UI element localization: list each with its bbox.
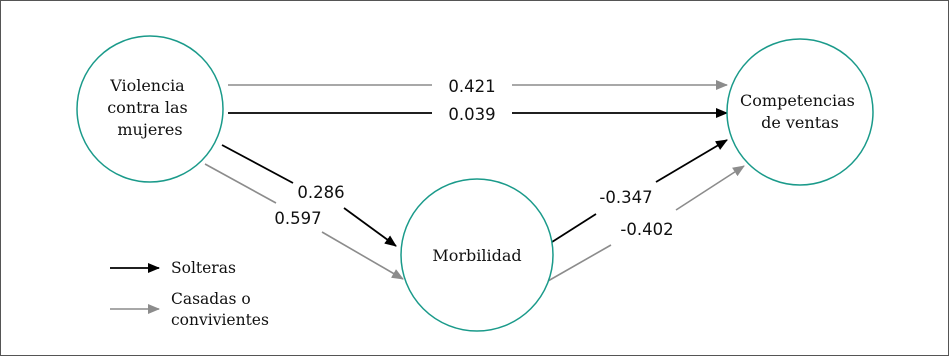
edge-violence-morbidity-singles-tail <box>344 208 396 246</box>
edge-morbidity-sales-singles <box>552 214 596 242</box>
node-violence-label: Violencia contra las mujeres <box>107 76 193 139</box>
edge-violence-morbidity-married <box>205 164 276 203</box>
legend: Solteras Casadas o convivientes <box>110 259 269 329</box>
coef-violence-morbidity-married: 0.597 <box>274 209 321 228</box>
edge-morbidity-sales-married <box>548 245 611 281</box>
legend-married-line-2: convivientes <box>171 311 269 329</box>
node-violence-line-1: Violencia <box>109 76 185 95</box>
node-sales <box>727 39 873 185</box>
coef-violence-sales-married: 0.421 <box>448 77 495 96</box>
node-sales-line-1: Competencias <box>740 91 855 110</box>
edge-violence-morbidity-married-tail <box>322 232 403 279</box>
node-morbidity-label: Morbilidad <box>432 246 521 265</box>
node-violence-line-3: mujeres <box>117 120 182 139</box>
node-violence-line-2: contra las <box>107 98 187 117</box>
node-sales-line-2: de ventas <box>761 113 839 132</box>
legend-married-line-1: Casadas o <box>171 290 251 308</box>
legend-singles-label: Solteras <box>171 259 236 277</box>
coef-violence-sales-singles: 0.039 <box>448 105 495 124</box>
coef-morbidity-sales-singles: -0.347 <box>599 188 652 207</box>
edge-violence-morbidity-singles <box>222 145 293 183</box>
legend-married-label: Casadas o convivientes <box>171 290 269 329</box>
edge-morbidity-sales-married-tail <box>676 166 744 210</box>
coef-morbidity-sales-married: -0.402 <box>620 220 673 239</box>
edge-morbidity-sales-singles-tail <box>656 140 727 182</box>
coef-violence-morbidity-singles: 0.286 <box>297 183 344 202</box>
